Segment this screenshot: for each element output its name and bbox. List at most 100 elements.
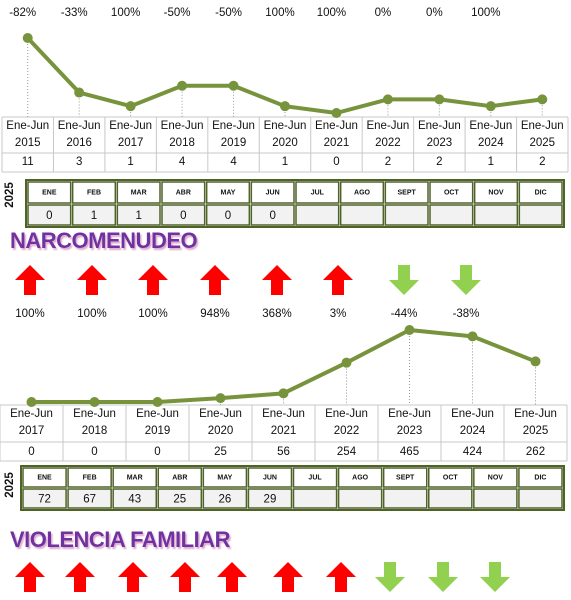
- point: [125, 101, 136, 112]
- month-header-cell: [384, 181, 429, 204]
- month-value-cell: [250, 204, 295, 226]
- change-label: -33%: [61, 7, 88, 19]
- category-label: 2016: [66, 137, 92, 149]
- change-label: 3%: [330, 308, 347, 320]
- month-value-cell: [202, 488, 248, 509]
- month-label: AGO: [354, 189, 371, 196]
- category-label: 2017: [118, 137, 144, 149]
- month-label: ENE: [37, 474, 52, 481]
- month-header-cell: [337, 467, 383, 488]
- month-value-cell: [518, 204, 563, 226]
- category-label: 2023: [397, 425, 423, 437]
- month-header-cell: [27, 181, 72, 204]
- month-label: MAR: [127, 474, 143, 481]
- point: [280, 101, 290, 112]
- arrow-up: [15, 562, 45, 592]
- month-label: DIC: [534, 474, 546, 481]
- category-label: 2020: [272, 137, 298, 149]
- category-label: Ene-Jun: [521, 120, 564, 132]
- month-label: JUL: [311, 189, 325, 196]
- month-value-cell: [116, 204, 161, 226]
- month-header-cell: [157, 467, 203, 488]
- category-label: 2018: [82, 425, 108, 437]
- month-header-cell: [473, 467, 518, 488]
- month-value-cell: [518, 488, 563, 509]
- month-value: 0: [180, 210, 186, 222]
- point: [74, 87, 85, 98]
- year-label: 2025: [4, 472, 16, 498]
- month-value-cell: [295, 204, 340, 226]
- category-label: 2025: [523, 425, 549, 437]
- change-label: 0%: [426, 7, 443, 19]
- value-label: 262: [526, 446, 545, 458]
- category-label: 2025: [529, 137, 555, 149]
- category-label: Ene-Jun: [315, 120, 358, 132]
- category-label: 2019: [221, 137, 247, 149]
- value-label: 0: [154, 446, 160, 458]
- month-value-cell: [112, 488, 157, 509]
- category-label: Ene-Jun: [451, 408, 494, 420]
- month-value-cell: [157, 488, 203, 509]
- month-label: NOV: [488, 189, 504, 196]
- month-value-cell: [27, 204, 72, 226]
- point: [341, 357, 352, 368]
- change-label: 100%: [111, 7, 140, 19]
- change-label: 100%: [77, 308, 106, 320]
- category-label: Ene-Jun: [469, 120, 512, 132]
- month-label: MAR: [131, 189, 147, 196]
- change-label: 100%: [138, 308, 167, 320]
- value-label: 254: [337, 446, 357, 458]
- month-header-cell: [382, 467, 428, 488]
- month-header-cell: [428, 467, 473, 488]
- value-label: 56: [277, 446, 290, 458]
- arrow-up: [77, 265, 107, 295]
- point: [467, 331, 478, 342]
- month-label: SEPT: [398, 189, 417, 196]
- month-label: SEPT: [396, 474, 415, 481]
- month-header-cell: [250, 181, 295, 204]
- value-label: 4: [179, 156, 186, 168]
- month-label: MAY: [217, 474, 232, 481]
- point: [177, 80, 188, 91]
- month-value: 72: [38, 494, 51, 506]
- arrow-up: [118, 562, 148, 592]
- month-value: 0: [269, 210, 275, 222]
- category-label: Ene-Jun: [58, 120, 101, 132]
- point: [530, 356, 541, 367]
- category-label: Ene-Jun: [73, 408, 116, 420]
- arrow-down: [451, 265, 481, 295]
- month-value: 29: [264, 494, 277, 506]
- point: [89, 397, 100, 407]
- category-label: 2020: [208, 425, 234, 437]
- month-label: FEB: [87, 189, 101, 196]
- category-label: 2022: [334, 425, 360, 437]
- month-label: ENE: [42, 189, 57, 196]
- point: [404, 325, 415, 335]
- arrow-up: [170, 562, 200, 592]
- point: [26, 397, 37, 407]
- category-label: 2017: [19, 425, 45, 437]
- change-label: 368%: [262, 308, 291, 320]
- point: [228, 80, 239, 91]
- value-label: 3: [76, 156, 82, 168]
- category-label: Ene-Jun: [109, 120, 152, 132]
- change-label: -50%: [164, 7, 191, 19]
- category-label: Ene-Jun: [264, 120, 307, 132]
- month-header-cell: [161, 181, 206, 204]
- month-value-cell: [339, 204, 385, 226]
- month-header-cell: [473, 181, 519, 204]
- category-label: 2024: [478, 137, 504, 149]
- month-label: OCT: [444, 189, 460, 196]
- value-label: 2: [385, 156, 391, 168]
- arrow-up: [65, 562, 95, 592]
- category-label: Ene-Jun: [325, 408, 368, 420]
- month-header-cell: [518, 181, 563, 204]
- change-label: 100%: [265, 7, 294, 19]
- month-header-cell: [22, 467, 67, 488]
- year-label: 2025: [4, 182, 16, 208]
- month-value-cell: [384, 204, 429, 226]
- month-value-cell: [292, 488, 338, 509]
- change-label: -38%: [453, 308, 480, 320]
- month-value: 25: [173, 494, 186, 506]
- month-label: NOV: [488, 474, 504, 481]
